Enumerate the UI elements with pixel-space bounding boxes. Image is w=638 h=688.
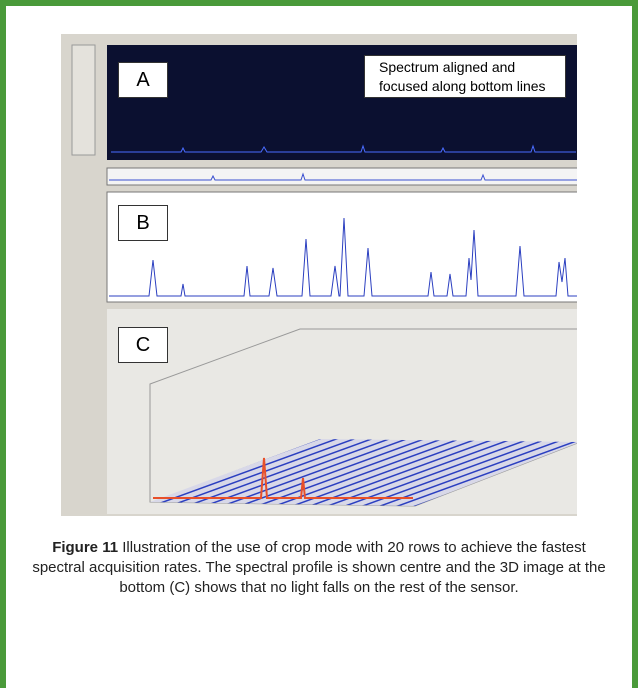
software-screenshot: A Spectrum aligned and focused along bot… <box>61 34 577 516</box>
panel-b-plot <box>106 191 577 303</box>
panel-a-trace <box>111 144 576 153</box>
panel-note: Spectrum aligned and focused along botto… <box>364 55 566 98</box>
panel-c-front-trace <box>153 457 413 499</box>
panel-label: C <box>118 327 168 363</box>
side-panel <box>71 44 96 156</box>
panel-a-strip <box>106 167 577 186</box>
screenshot-graphics <box>71 44 577 514</box>
caption-text: Illustration of the use of crop mode wit… <box>32 539 606 596</box>
panel-label: A <box>118 62 168 98</box>
panel-c-surface <box>150 439 577 506</box>
caption-number: Figure 11 <box>52 539 119 556</box>
strip-trace <box>109 172 577 181</box>
panel-b-spectrum <box>109 217 577 297</box>
panel-label: B <box>118 205 168 241</box>
caption: Figure 11 Illustration of the use of cro… <box>30 538 608 598</box>
